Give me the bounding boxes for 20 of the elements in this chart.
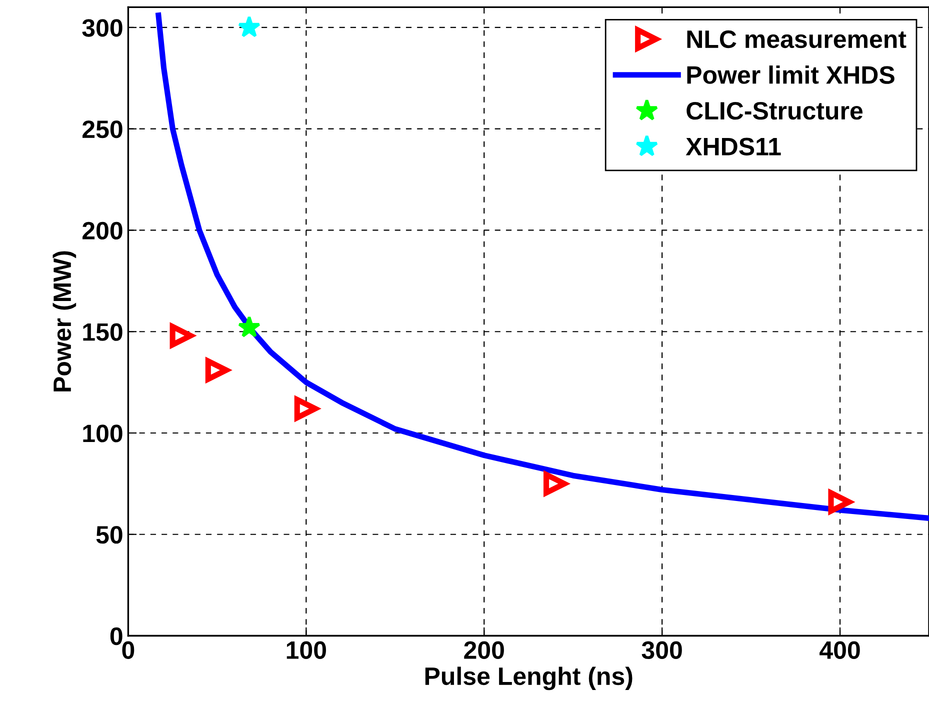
x-tick-label: 300: [642, 641, 682, 660]
legend-label: Power limit XHDS: [687, 66, 894, 84]
y-tick-label: 150: [83, 323, 122, 341]
y-tick-label: 300: [82, 19, 122, 37]
legend-label: XHDS11: [686, 138, 781, 156]
y-axis-title: Power (MW): [52, 251, 76, 392]
x-tick-label: 200: [464, 641, 504, 659]
y-tick-label: 200: [82, 222, 122, 240]
point: [238, 316, 261, 338]
legend-label: NLC measurement: [687, 30, 906, 48]
x-tick-label: 100: [286, 641, 326, 659]
x-tick-label: 0: [122, 641, 134, 659]
legend-label: CLIC-Structure: [686, 102, 863, 120]
y-tick-label: 100: [83, 424, 122, 442]
point: [238, 16, 261, 38]
y-tick-label: 250: [82, 120, 122, 138]
y-tick-label: 50: [96, 526, 122, 544]
x-axis-title: Pulse Lenght (ns): [425, 666, 632, 690]
y-tick-label: 0: [110, 627, 122, 646]
x-tick-label: 400: [820, 641, 860, 659]
